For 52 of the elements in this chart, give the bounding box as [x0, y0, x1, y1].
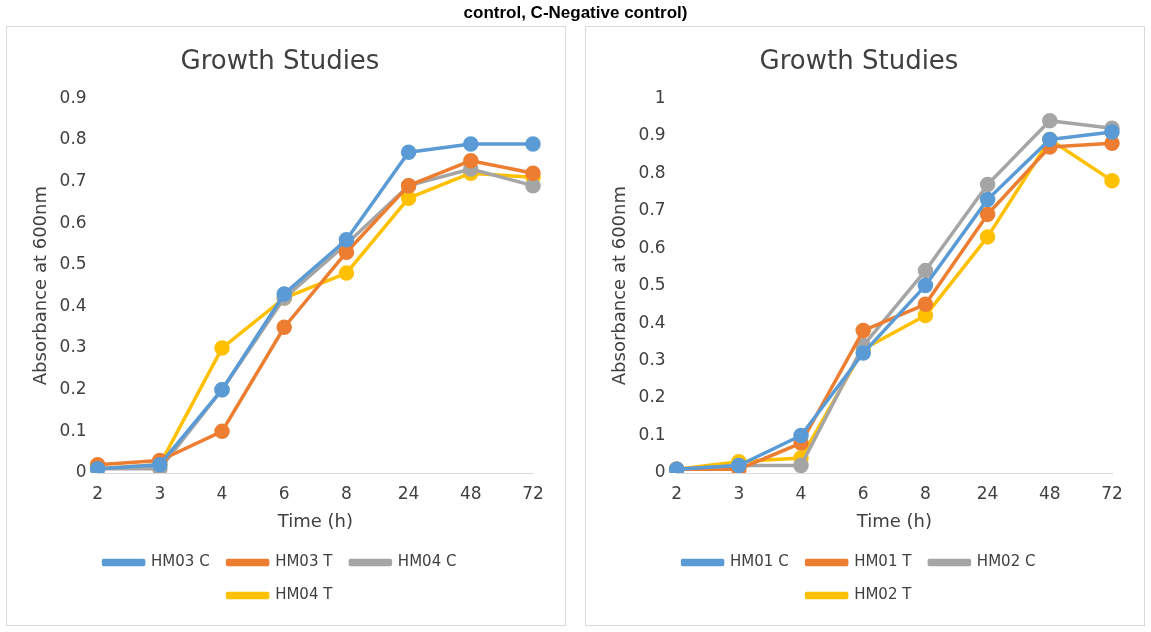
y-tick-label: 0.7	[59, 169, 87, 190]
x-tick-label: 8	[341, 482, 352, 503]
legend-label: HM04 T	[275, 585, 334, 604]
y-tick-label: 1	[654, 86, 666, 107]
legend-label: HM02 T	[854, 585, 913, 604]
y-tick-label: 0	[75, 461, 87, 482]
y-tick-label: 0.2	[59, 378, 87, 399]
legend-label: HM02 C	[976, 552, 1036, 571]
y-tick-label: 0.3	[638, 348, 666, 369]
legend-label: HM04 C	[397, 552, 457, 571]
x-tick-label: 8	[920, 482, 931, 503]
x-tick-label: 72	[1101, 482, 1123, 503]
x-tick-label: 3	[733, 482, 745, 503]
x-tick-label: 4	[216, 482, 228, 503]
y-tick-label: 0.1	[638, 423, 666, 444]
x-axis-title: Time (h)	[855, 509, 932, 531]
y-tick-label: 0.9	[638, 124, 666, 145]
legend-label: HM03 T	[275, 552, 334, 571]
legend-label: HM01 C	[730, 552, 789, 571]
y-tick-label: 0.3	[59, 336, 87, 357]
x-axis-title: Time (h)	[276, 509, 353, 531]
x-tick-label: 72	[522, 482, 544, 503]
x-tick-label: 2	[671, 482, 683, 503]
y-tick-label: 0.4	[638, 311, 666, 332]
y-tick-label: 0.5	[59, 253, 87, 274]
y-tick-label: 0.5	[638, 274, 666, 295]
legend-label: HM03 C	[151, 552, 210, 571]
text: control, C-Negative control)	[462, 2, 689, 24]
x-tick-label: 48	[1038, 482, 1061, 503]
x-tick-label: 24	[397, 482, 420, 503]
y-tick-label: 0.6	[638, 236, 666, 257]
y-tick-label: 0.7	[638, 199, 666, 220]
y-tick-label: 0.2	[638, 386, 666, 407]
y-tick-label: 0.6	[59, 211, 87, 232]
x-tick-label: 6	[857, 482, 869, 503]
x-tick-label: 48	[459, 482, 482, 503]
y-tick-label: 0	[654, 461, 666, 482]
y-tick-label: 0.8	[638, 161, 666, 182]
x-tick-label: 2	[92, 482, 104, 503]
y-tick-label: 0.1	[59, 419, 87, 440]
x-tick-label: 4	[795, 482, 807, 503]
y-tick-label: 0.4	[59, 294, 87, 315]
x-tick-label: 3	[154, 482, 166, 503]
legend-label: HM01 T	[854, 552, 913, 571]
y-tick-label: 0.9	[59, 86, 87, 107]
y-axis-title: Absorbance at 600nm	[608, 186, 630, 386]
y-tick-label: 0.8	[59, 128, 87, 149]
x-tick-label: 6	[278, 482, 290, 503]
y-axis-title: Absorbance at 600nm	[29, 186, 51, 386]
chart-title: Growth Studies	[180, 45, 380, 76]
x-tick-label: 24	[976, 482, 999, 503]
chart-title: Growth Studies	[759, 45, 959, 76]
